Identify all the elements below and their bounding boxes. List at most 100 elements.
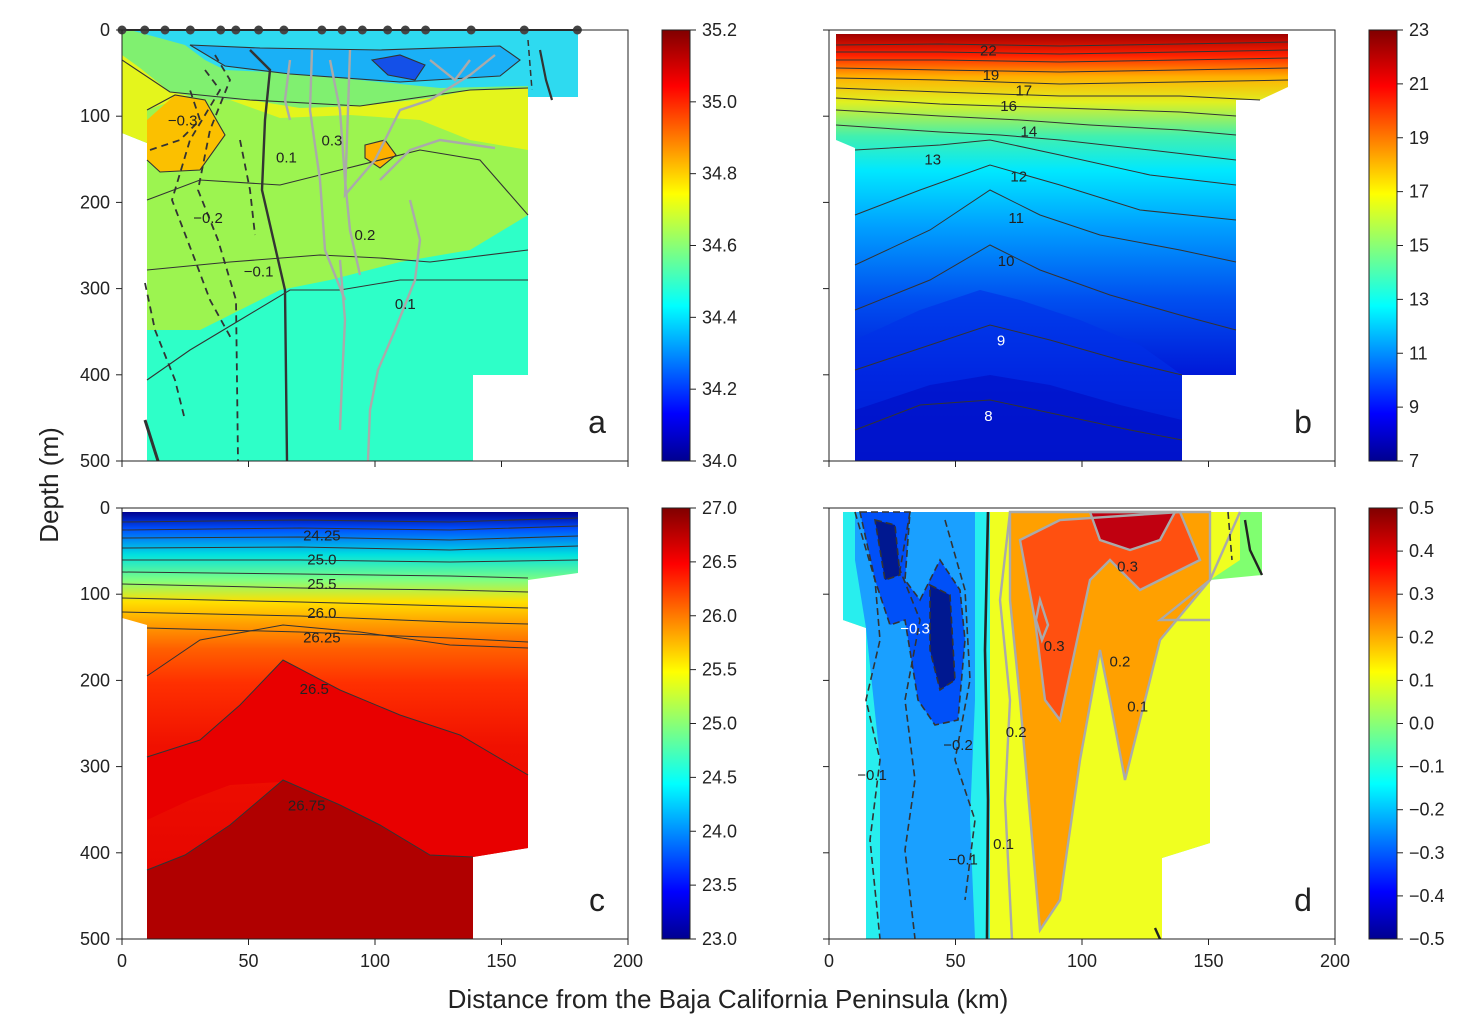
- colorbar-b-tick-label-5: 13: [1409, 289, 1429, 309]
- contour-label-b-4: 14: [1021, 124, 1038, 141]
- contour-label-b-6: 12: [1010, 169, 1027, 186]
- x-tick-label-d-1: 50: [945, 951, 965, 971]
- x-axis-title: Distance from the Baja California Penins…: [448, 984, 1009, 1014]
- colorbar-d-tick-label-1: 0.4: [1409, 541, 1434, 561]
- contour-label-d-1: 0.3: [1117, 559, 1138, 576]
- colorbar-b-tick-label-2: 19: [1409, 128, 1429, 148]
- contour-label-c-1: 25.0: [307, 552, 336, 569]
- colorbar-a-tick-label-6: 34.0: [702, 451, 737, 471]
- x-tick-label-c-2: 100: [360, 951, 390, 971]
- colorbar-c-tick-label-5: 24.5: [702, 767, 737, 787]
- colorbar-b-tick-label-0: 23: [1409, 20, 1429, 40]
- y-tick-label-a-1: 100: [80, 106, 110, 126]
- contour-label-a-0: −0.3: [168, 113, 198, 130]
- contour-label-d-3: 0.2: [1110, 653, 1131, 670]
- contour-label-a-5: −0.1: [244, 263, 274, 280]
- contour-label-b-2: 17: [1015, 82, 1032, 99]
- panel-d: −0.3 0.3 0.3 0.2 0.1 0.2 −0.2 −0.1 0.1 −0.1 d: [828, 507, 1336, 940]
- colorbar-b-tick-label-8: 7: [1409, 451, 1419, 471]
- colorbar-b: 23 21 19 17 15 13 11 9 7: [1368, 20, 1429, 471]
- colorbar-d-tick-label-10: −0.5: [1409, 929, 1445, 949]
- colorbar-a-scale: [661, 29, 691, 462]
- colorbar-d-tick-label-9: −0.4: [1409, 886, 1445, 906]
- x-tick-label-d-0: 0: [824, 951, 834, 971]
- colorbar-d-tick-label-3: 0.2: [1409, 627, 1434, 647]
- colorbar-c: 27.0 26.5 26.0 25.5 25.0 24.5 24.0 23.5 23.0: [661, 498, 737, 949]
- contour-label-a-2: 0.3: [322, 132, 343, 149]
- x-tick-label-c-1: 50: [238, 951, 258, 971]
- contour-label-a-1: 0.1: [276, 150, 297, 167]
- colorbar-d-tick-label-5: 0.0: [1409, 714, 1434, 734]
- y-tick-label-c-3: 300: [80, 757, 110, 777]
- colorbar-d-tick-label-0: 0.5: [1409, 498, 1434, 518]
- colorbar-c-tick-label-0: 27.0: [702, 498, 737, 518]
- colorbar-c-tick-label-8: 23.0: [702, 929, 737, 949]
- contour-label-b-9: 9: [997, 332, 1005, 349]
- contour-label-b-7: 11: [1008, 210, 1024, 227]
- x-tick-label-d-2: 100: [1067, 951, 1097, 971]
- contour-label-c-2: 25.5: [307, 576, 336, 593]
- colorbar-b-tick-label-4: 15: [1409, 236, 1429, 256]
- panel-c-contours: [122, 517, 579, 871]
- colorbar-b-tick-label-1: 21: [1409, 74, 1429, 94]
- contour-label-d-6: −0.2: [943, 737, 973, 754]
- colorbar-c-tick-label-7: 23.5: [702, 875, 737, 895]
- y-tick-label-c-5: 500: [80, 929, 110, 949]
- y-axis-title: Depth (m): [34, 427, 64, 543]
- contour-label-c-3: 26.0: [307, 605, 336, 622]
- contour-label-c-4: 26.25: [303, 629, 341, 646]
- panel-d-letter: d: [1294, 882, 1312, 918]
- panel-b-letter: b: [1294, 404, 1312, 440]
- contour-label-a-4: 0.2: [354, 227, 375, 244]
- panel-c-letter: c: [589, 882, 605, 918]
- y-tick-label-a-4: 400: [80, 365, 110, 385]
- colorbar-c-tick-label-3: 25.5: [702, 660, 737, 680]
- contour-label-b-0: 22: [980, 43, 997, 60]
- colorbar-d-tick-label-6: −0.1: [1409, 757, 1445, 777]
- colorbar-b-tick-label-3: 17: [1409, 182, 1429, 202]
- contour-label-d-5: 0.2: [1006, 724, 1027, 741]
- contour-label-c-5: 26.5: [300, 681, 329, 698]
- contour-label-d-8: 0.1: [993, 836, 1014, 853]
- contour-label-b-5: 13: [924, 151, 941, 168]
- colorbar-a-tick-label-5: 34.2: [702, 379, 737, 399]
- panel-b-field: [836, 34, 1288, 461]
- colorbar-d-tick-label-7: −0.2: [1409, 800, 1445, 820]
- panel-c: 24.25 25.0 25.5 26.0 26.25 26.5 26.75 c: [121, 507, 629, 940]
- y-tick-label-a-2: 200: [80, 192, 110, 212]
- colorbar-a-tick-label-3: 34.6: [702, 236, 737, 256]
- colorbar-c-tick-label-4: 25.0: [702, 714, 737, 734]
- y-tick-label-c-1: 100: [80, 584, 110, 604]
- contour-label-d-2: 0.3: [1044, 638, 1065, 655]
- panel-d-contour-labels: −0.3 0.3 0.3 0.2 0.1 0.2 −0.2 −0.1 0.1 −0.1: [857, 559, 1148, 869]
- colorbar-d-tick-label-4: 0.1: [1409, 670, 1434, 690]
- y-tick-label-a-0: 0: [100, 20, 110, 40]
- y-tick-label-a-3: 300: [80, 279, 110, 299]
- contour-label-a-3: −0.2: [193, 210, 223, 227]
- panel-a-velocity-lines: [143, 39, 554, 461]
- panel-c-field: [122, 512, 578, 939]
- y-tick-label-c-2: 200: [80, 670, 110, 690]
- x-tick-label-c-3: 150: [486, 951, 516, 971]
- colorbar-d: 0.5 0.4 0.3 0.2 0.1 0.0 −0.1 −0.2 −0.3 −0.4 −0.5: [1368, 498, 1445, 949]
- y-tick-label-a-5: 500: [80, 451, 110, 471]
- contour-label-c-0: 24.25: [303, 528, 341, 545]
- contour-label-b-10: 8: [984, 408, 992, 425]
- panel-d-contours: [854, 510, 1264, 939]
- contour-label-d-0: −0.3: [900, 621, 930, 638]
- colorbar-a-tick-label-1: 35.0: [702, 92, 737, 112]
- colorbar-d-tick-label-2: 0.3: [1409, 584, 1434, 604]
- colorbar-c-scale: [661, 507, 691, 940]
- colorbar-a: 35.2 35.0 34.8 34.6 34.4 34.2 34.0: [661, 20, 737, 471]
- panel-a-contour-labels: −0.3 0.1 0.3 −0.2 0.2 −0.1 0.1: [168, 113, 416, 314]
- x-tick-label-d-4: 200: [1320, 951, 1350, 971]
- contour-label-a-6: 0.1: [395, 296, 416, 313]
- contour-label-d-4: 0.1: [1127, 698, 1148, 715]
- x-tick-label-d-3: 150: [1193, 951, 1223, 971]
- contour-label-b-1: 19: [983, 67, 1000, 84]
- colorbar-a-tick-label-0: 35.2: [702, 20, 737, 40]
